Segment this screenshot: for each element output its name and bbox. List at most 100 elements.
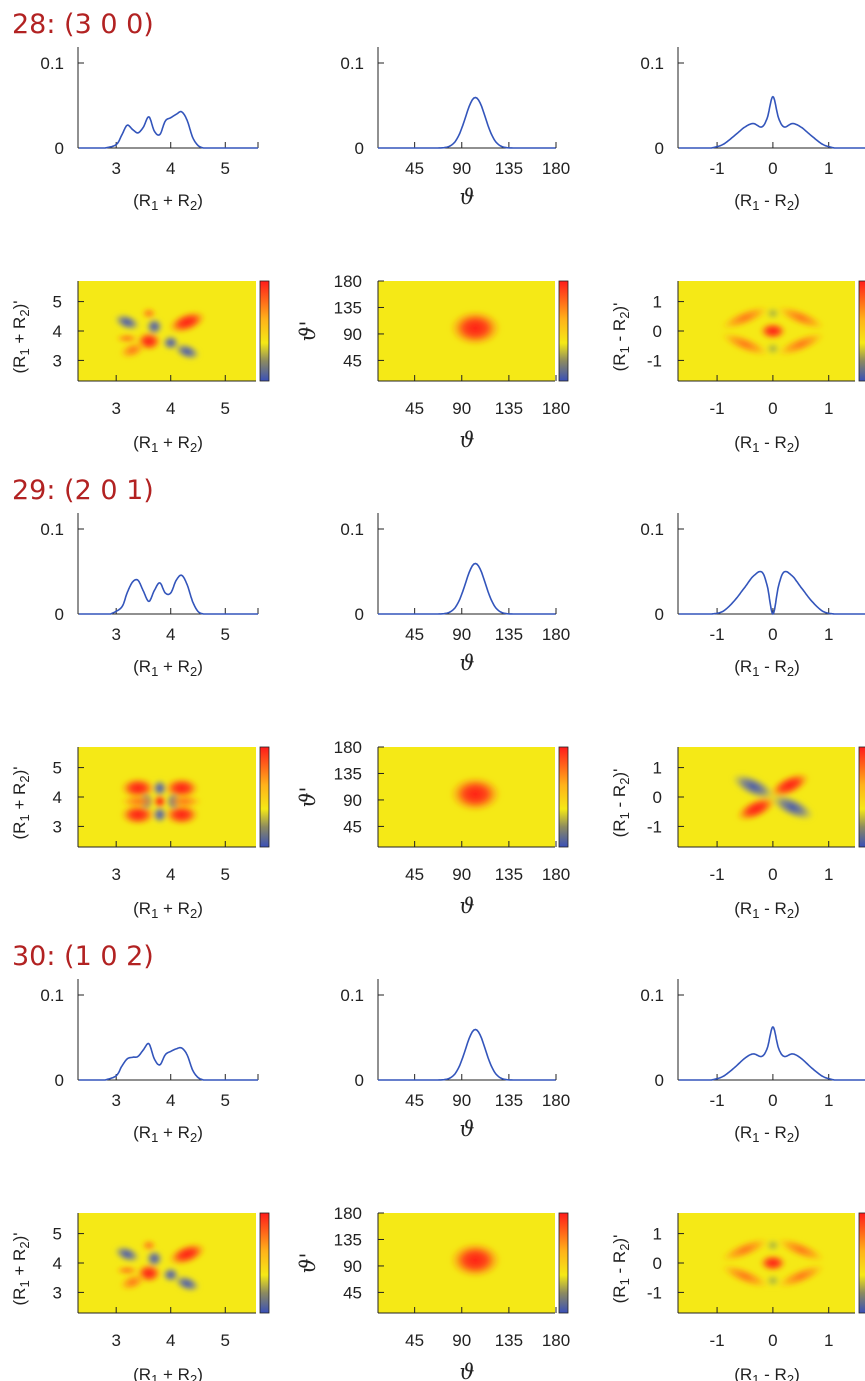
heatmap-y-tick-label: 1 (653, 293, 662, 312)
heatmap-y-tick-label: 180 (334, 1204, 362, 1223)
x-axis-label-text: (R1 - R2) (734, 657, 799, 679)
x-axis-label-part: + R (158, 657, 190, 676)
diff-density-plot: 0.10-1 0 1(R1 - R2) (640, 979, 865, 1145)
x-tick-label: 180 (542, 1091, 570, 1110)
heatmap-blob (776, 305, 826, 331)
diff-density-curve (679, 1026, 865, 1081)
heatmap-x-axis-label-part: 2 (190, 906, 197, 921)
heatmap-y-axis-label-part: 1 (617, 812, 632, 819)
heatmap-x-tick-label: 180 (542, 1331, 570, 1350)
x-axis-label-part: - R (759, 191, 786, 210)
x-axis-label-part: 1 (151, 664, 158, 679)
heatmap-y-tick-label: -1 (647, 1283, 662, 1302)
heatmap-y-tick-label: 3 (53, 1283, 62, 1302)
heatmap-y-tick-label: 0 (653, 788, 662, 807)
heatmap-x-tick-label: 4 (166, 399, 175, 418)
heatmap-y-axis-label-part: 1 (17, 814, 32, 821)
heatmap-blob (758, 1254, 787, 1272)
heatmap-x-axis-label-part: - R (759, 1365, 786, 1381)
sum-density-curve (79, 110, 258, 149)
heatmap-blob (140, 1239, 157, 1252)
heatmap-y-tick-label: 4 (53, 322, 62, 341)
heatmap-x-axis-label-part: - R (759, 899, 786, 918)
heatmap-x-axis-label-part: ) (794, 899, 800, 918)
x-tick-label: 90 (452, 159, 471, 178)
heatmap-blob (731, 773, 776, 801)
heatmap-y-axis-label-part: - R (610, 319, 629, 346)
heatmap-x-tick-label: 3 (111, 399, 120, 418)
x-axis-label-part: (R (133, 657, 151, 676)
x-axis-label-text: (R1 - R2) (734, 1123, 799, 1145)
y-tick-label: 0.1 (340, 986, 364, 1005)
heatmap-x-axis-label-part: 1 (151, 440, 158, 455)
heatmap-y-axis-label-part: )' (10, 1233, 29, 1242)
heatmap-y-axis-label-part: )' (610, 1235, 629, 1244)
sum-density-plot: 0.1 0 3 4 5 (R1 + R2) (40, 979, 259, 1145)
colorbar (858, 1212, 865, 1314)
heatmap-y-axis-label-part: + R (10, 317, 29, 349)
heatmap-y-axis-label-part: (R (10, 356, 29, 374)
x-axis-label-part: (R (133, 1123, 151, 1142)
heatmap-x-tick-label: -1 (710, 865, 725, 884)
heatmap-x-axis-label-part: ) (794, 1365, 800, 1381)
heatmap-x-tick-label: 45 (405, 1331, 424, 1350)
heatmap-x-tick-label: 135 (495, 865, 523, 884)
heatmap-x-axis-label-part: ) (197, 1365, 203, 1381)
heatmap-blob (770, 793, 815, 821)
x-axis-label: (R1 + R2) (133, 1123, 203, 1145)
heatmap-y-tick-label: 0 (653, 322, 662, 341)
heatmap-x-tick-label: -1 (710, 399, 725, 418)
heatmap-x-axis-label-text: (R1 - R2) (734, 1365, 799, 1381)
heatmap-x-tick-label: 4 (166, 865, 175, 884)
x-tick-label: 5 (221, 159, 230, 178)
y-tick-label: 0.1 (340, 54, 364, 73)
x-axis-label-part: 2 (787, 664, 794, 679)
diff-heatmap: 10-1-1 0 1(R1 - R2)(R1 - R2)' (610, 280, 865, 455)
heatmap-x-axis-label-part: (R (133, 899, 151, 918)
heatmap-y-axis-label-part: - R (610, 785, 629, 812)
heatmap-y-axis-label: ϑ' (296, 1253, 320, 1274)
heatmap-y-axis-label-part: + R (10, 783, 29, 815)
x-axis-label-part: (R (734, 1123, 752, 1142)
theta-density-plot: 0.1 0 45 90 135 180 ϑ (340, 513, 570, 675)
heatmap-blob (173, 1274, 201, 1293)
heatmap-y-axis-label-part: 2 (617, 1244, 632, 1251)
heatmap-x-axis-label-part: 2 (787, 440, 794, 455)
x-tick-label: 90 (452, 1091, 471, 1110)
heatmap-blob (735, 795, 777, 822)
block-title: 28: (3 0 0) (12, 9, 154, 40)
heatmap-x-axis-label-part: ) (794, 433, 800, 452)
heatmap-y-tick-label: 135 (334, 298, 362, 317)
heatmap-y-axis-label-part: 2 (17, 775, 32, 782)
heatmap-x-axis-label-part: 2 (190, 1372, 197, 1381)
diff-heatmap: 10-1-1 0 1(R1 - R2)(R1 - R2)' (610, 746, 865, 921)
heatmap-blobs (720, 305, 826, 357)
heatmap-y-axis-label-part: (R (610, 1285, 629, 1303)
diff-density-plot: 0.10-1 0 1(R1 - R2) (640, 513, 865, 679)
heatmap-y-axis-label-text: (R1 - R2)' (610, 1235, 632, 1304)
x-axis-label: ϑ (459, 1117, 474, 1141)
heatmap-y-axis-label-part: )' (10, 301, 29, 310)
y-tick-label: 0 (355, 605, 364, 624)
x-axis-label-part: ) (794, 657, 800, 676)
heatmap-y-tick-label: 135 (334, 764, 362, 783)
heatmap-blob (119, 341, 146, 360)
x-tick-label: 3 (111, 159, 120, 178)
x-axis-label-part: 1 (752, 1130, 759, 1145)
x-axis-label-part: (R (734, 657, 752, 676)
x-tick-label: -1 (710, 625, 725, 644)
heatmap-y-axis-label-part: 2 (617, 778, 632, 785)
heatmap-x-tick-label: 90 (452, 399, 471, 418)
heatmap-y-axis-label: (R1 - R2)' (610, 1235, 632, 1304)
heatmap-y-tick-label: 90 (343, 325, 362, 344)
y-tick-label: 0 (655, 139, 664, 158)
heatmap-blob (173, 342, 201, 361)
heatmap-blobs (120, 777, 203, 826)
heatmap-x-tick-label: 1 (824, 865, 833, 884)
heatmap-blob (720, 305, 770, 331)
x-tick-label: 135 (495, 1091, 523, 1110)
heatmap-x-tick-label: 5 (221, 399, 230, 418)
y-tick-label: 0.1 (40, 986, 64, 1005)
